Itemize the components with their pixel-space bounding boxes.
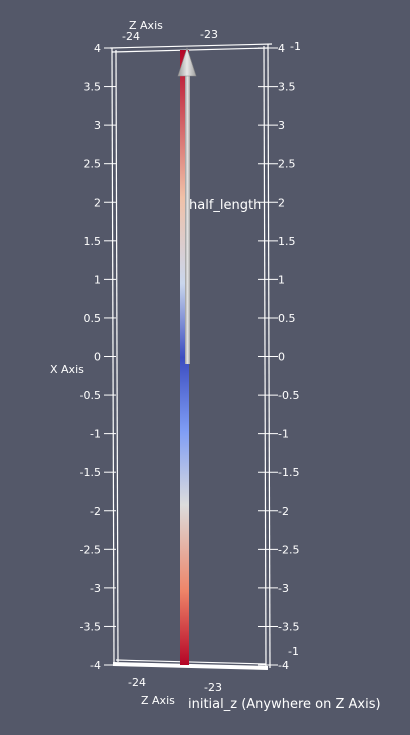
z-tick-top-2: -23 xyxy=(200,28,218,41)
right-tick-label: -0.5 xyxy=(278,389,299,402)
right-extra-tick-bottom: -1 xyxy=(288,645,299,658)
right-tick-label: -3 xyxy=(278,582,289,595)
color-mapped-rod[interactable] xyxy=(180,50,189,665)
left-tick-label: 0.5 xyxy=(84,312,102,325)
z-tick-top-1: -24 xyxy=(122,30,140,43)
axis-line-top-inner xyxy=(111,47,269,53)
z-axis-title-bottom: Z Axis xyxy=(141,694,175,707)
half-length-arrow[interactable] xyxy=(177,47,197,364)
right-tick-label: 4 xyxy=(278,42,285,55)
left-tick-label: 2.5 xyxy=(84,158,102,171)
left-tick-label: -0.5 xyxy=(80,389,101,402)
right-tick-label: 2 xyxy=(278,196,285,209)
left-tick-label: 3 xyxy=(94,119,101,132)
right-tick-label: 0.5 xyxy=(278,312,296,325)
axis-line-bottom xyxy=(112,662,269,670)
axis-line-left-inner xyxy=(115,49,119,663)
left-tick-label: 3.5 xyxy=(84,81,102,94)
right-tick-label: -1.5 xyxy=(278,466,299,479)
left-tick-label: -1 xyxy=(90,428,101,441)
left-tick-label: -3 xyxy=(90,582,101,595)
left-tick-label: 0 xyxy=(94,351,101,364)
axis-line-top xyxy=(109,43,273,49)
left-tick-label: -2 xyxy=(90,505,101,518)
left-tick-label: 4 xyxy=(94,42,101,55)
right-extra-tick-top: -1 xyxy=(290,40,301,53)
left-tick-label: -4 xyxy=(90,659,101,672)
axis-line-bottom-inner xyxy=(115,659,267,665)
left-tick-label: -2.5 xyxy=(80,543,101,556)
right-tick-label: 0 xyxy=(278,351,285,364)
left-tick-label: -3.5 xyxy=(80,620,101,633)
right-tick-label: 2.5 xyxy=(278,158,296,171)
right-tick-label: 3 xyxy=(278,119,285,132)
arrow-head xyxy=(177,47,197,77)
left-tick-label: 1 xyxy=(94,273,101,286)
right-tick-label: -3.5 xyxy=(278,620,299,633)
left-tick-label: 2 xyxy=(94,196,101,209)
right-tick-label: -4 xyxy=(278,659,289,672)
right-tick-label: -1 xyxy=(278,428,289,441)
left-tick-label: 1.5 xyxy=(84,235,102,248)
right-tick-label: 1.5 xyxy=(278,235,296,248)
right-tick-label: 3.5 xyxy=(278,81,296,94)
z-tick-bottom-1: -24 xyxy=(128,676,146,689)
bottom-annotation: initial_z (Anywhere on Z Axis) xyxy=(188,697,381,712)
arrow-shaft xyxy=(185,72,190,364)
z-tick-bottom-2: -23 xyxy=(204,681,222,694)
cube-axes-grid xyxy=(109,43,273,670)
right-tick-label: -2 xyxy=(278,505,289,518)
x-axis-title: X Axis xyxy=(50,363,84,376)
right-tick-label: 1 xyxy=(278,273,285,286)
z-axis-title-top: Z Axis xyxy=(129,19,163,32)
right-tick-label: -2.5 xyxy=(278,543,299,556)
arrow-label: half_length xyxy=(189,198,261,213)
left-tick-label: -1.5 xyxy=(80,466,101,479)
